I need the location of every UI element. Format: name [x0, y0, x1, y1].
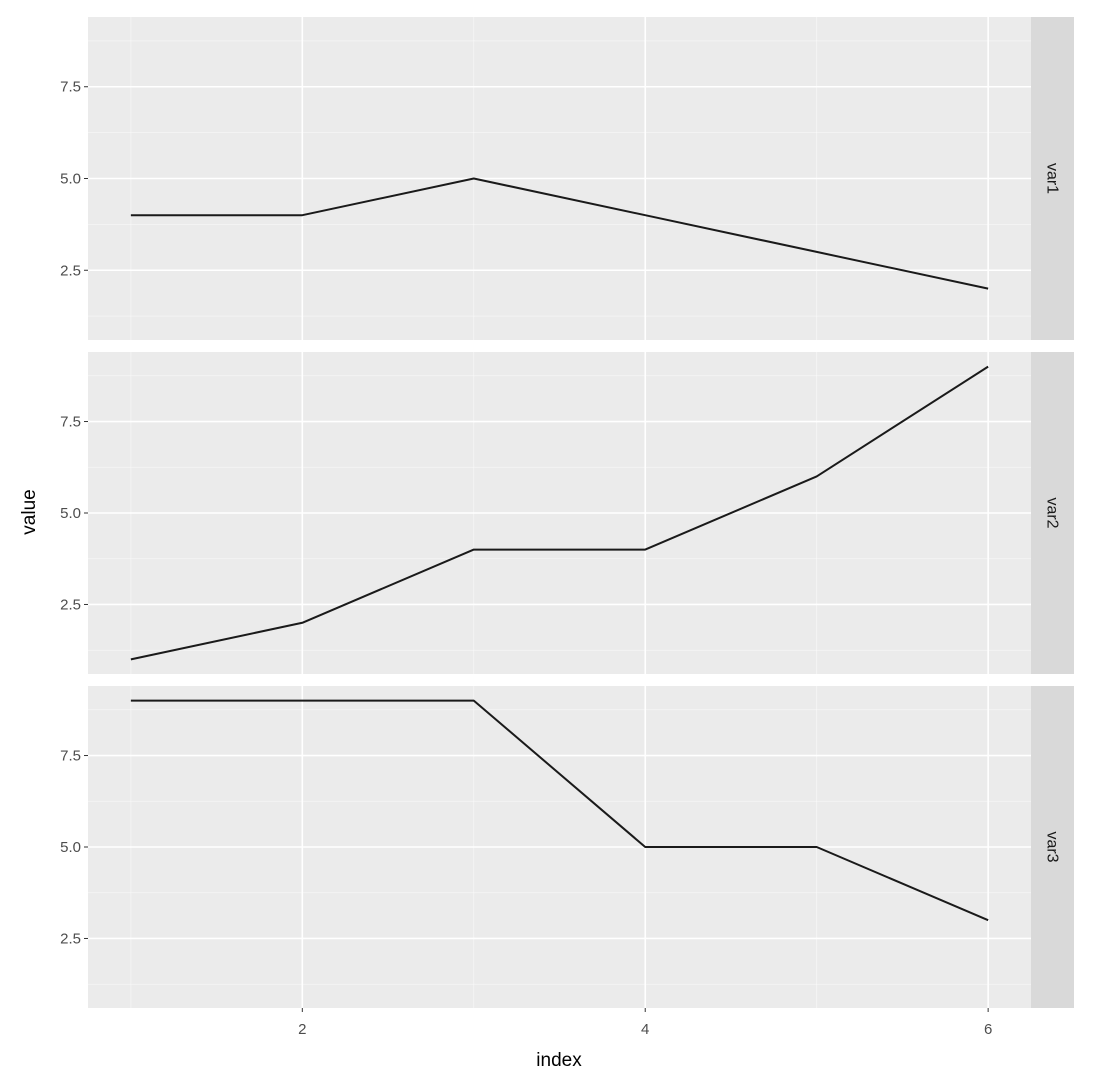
facet-panel-var1: 2.5 5.0 7.5 var1 [60, 17, 1074, 340]
y-tick-label: 2.5 [60, 596, 81, 613]
series-line-var3 [130, 699, 989, 922]
y-tick-label: 7.5 [60, 79, 81, 96]
x-tick-label: 2 [298, 1021, 306, 1038]
y-tick-label: 7.5 [60, 414, 81, 431]
facet-strip [1031, 17, 1074, 340]
facet-strip-label: var3 [1044, 831, 1061, 862]
y-axis-title: value [19, 489, 40, 534]
y-tick-label: 2.5 [60, 930, 81, 947]
facet-panel-var2: 2.5 5.0 7.5 var2 [60, 352, 1074, 674]
x-axis-title: index [536, 1050, 582, 1071]
y-tick-label: 5.0 [60, 839, 81, 856]
x-tick-label: 4 [641, 1021, 649, 1038]
y-tick-label: 5.0 [60, 171, 81, 188]
facet-panel-var3: 2.5 5.0 7.5 var3 [60, 686, 1074, 1008]
facet-strip-label: var1 [1044, 163, 1061, 194]
facet-strip [1031, 352, 1074, 674]
y-tick-label: 2.5 [60, 262, 81, 279]
series-line-var1 [130, 177, 989, 290]
x-tick-label: 6 [984, 1021, 992, 1038]
series-line-var2 [130, 365, 989, 661]
facet-strip [1031, 686, 1074, 1008]
y-tick-label: 5.0 [60, 505, 81, 522]
facet-strip-label: var2 [1044, 497, 1061, 528]
y-tick-label: 7.5 [60, 748, 81, 765]
